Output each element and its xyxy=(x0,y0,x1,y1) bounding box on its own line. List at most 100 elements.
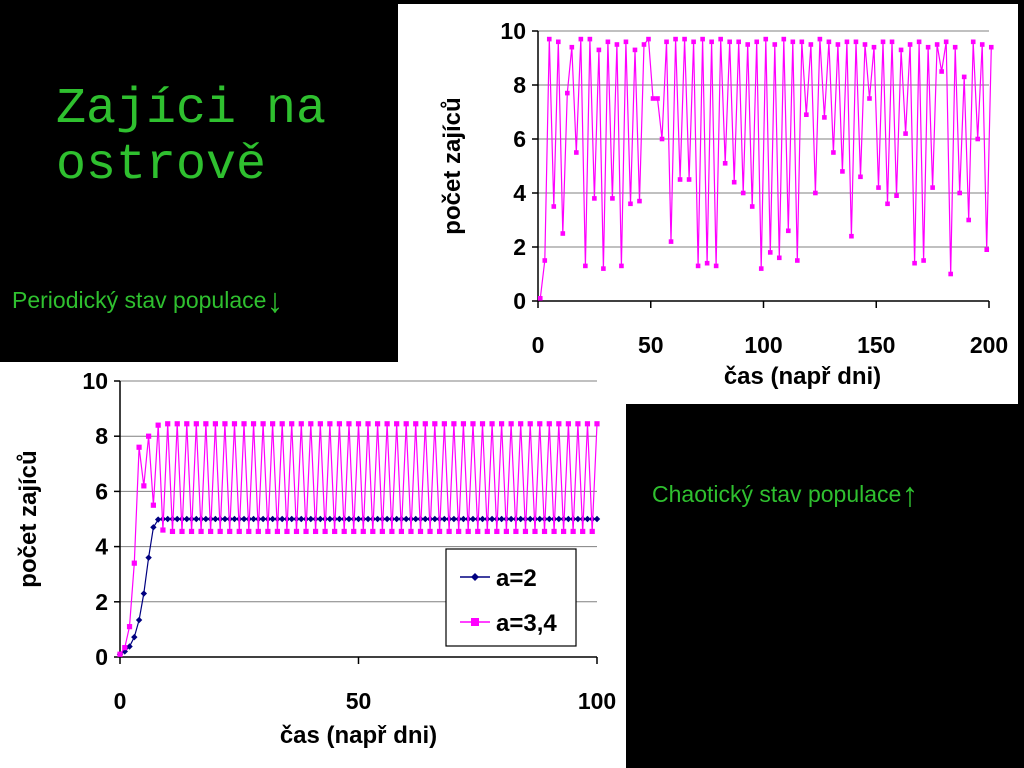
data-point xyxy=(346,421,352,427)
data-point xyxy=(312,528,319,535)
data-point xyxy=(594,421,600,427)
chart-panel-chaotic: 0 2 4 6 8 10 0 50 100 150 200 čas (např dni) počet z… xyxy=(398,4,1018,404)
data-point xyxy=(327,421,333,427)
data-point xyxy=(709,39,714,45)
slide-title-line-2: ostrově xyxy=(56,137,267,194)
data-point xyxy=(542,258,548,263)
data-point xyxy=(894,193,899,198)
data-point xyxy=(484,528,490,535)
data-point xyxy=(164,515,171,523)
x-tick-label: 50 xyxy=(638,332,664,358)
data-point xyxy=(303,528,309,535)
data-point xyxy=(984,247,990,252)
data-point xyxy=(704,260,710,266)
data-point xyxy=(583,263,588,269)
data-point xyxy=(489,421,495,427)
data-point xyxy=(408,528,414,535)
data-point xyxy=(427,528,433,535)
y-tick-label: 10 xyxy=(82,368,108,394)
data-point xyxy=(912,260,917,266)
data-point xyxy=(561,528,567,535)
data-point xyxy=(431,515,439,523)
data-point xyxy=(858,174,863,180)
data-point xyxy=(574,515,582,523)
data-point xyxy=(637,198,642,204)
caption-chaotic: Chaotický stav populace↑ xyxy=(652,476,918,515)
data-point xyxy=(260,421,266,427)
data-point xyxy=(508,421,514,427)
data-point xyxy=(763,36,769,42)
data-point xyxy=(384,421,390,427)
data-point xyxy=(736,39,741,45)
y-tick-label: 10 xyxy=(500,18,526,44)
data-point xyxy=(966,217,972,223)
y-tick-label: 6 xyxy=(513,126,526,152)
data-point xyxy=(921,258,926,263)
data-point xyxy=(212,421,218,427)
data-point xyxy=(664,39,669,45)
data-point xyxy=(117,651,123,657)
data-point xyxy=(479,421,486,427)
data-point xyxy=(307,515,314,523)
data-point xyxy=(570,528,576,535)
data-point xyxy=(221,515,229,523)
data-point xyxy=(934,42,940,47)
data-point xyxy=(222,421,228,427)
data-point xyxy=(695,263,701,269)
legend-box xyxy=(445,548,577,647)
data-point xyxy=(546,421,552,427)
data-point xyxy=(786,228,791,234)
data-point xyxy=(450,515,458,523)
data-point xyxy=(355,515,362,523)
data-point xyxy=(650,96,656,101)
data-point xyxy=(456,528,462,535)
data-point xyxy=(278,515,286,523)
data-point xyxy=(898,47,904,53)
data-point xyxy=(417,528,424,535)
data-point xyxy=(596,47,602,53)
y-tick-label: 2 xyxy=(95,589,108,615)
data-point xyxy=(293,528,300,535)
data-point xyxy=(131,633,138,641)
data-point xyxy=(183,515,190,523)
data-point xyxy=(546,36,552,42)
data-point xyxy=(383,515,391,523)
data-point xyxy=(623,39,629,45)
data-point xyxy=(203,421,209,427)
data-point xyxy=(722,161,728,166)
data-point xyxy=(241,421,247,427)
data-point xyxy=(351,528,357,535)
data-point xyxy=(527,421,533,427)
data-point xyxy=(498,515,505,523)
data-point xyxy=(155,422,161,428)
legend-swatch-marker xyxy=(471,573,479,581)
data-point xyxy=(745,42,751,47)
data-point xyxy=(227,528,233,535)
data-point xyxy=(727,39,732,45)
slide-title: Zajíci na ostrově xyxy=(56,82,396,194)
data-point xyxy=(584,515,591,523)
data-point xyxy=(776,255,782,261)
data-point xyxy=(460,421,467,427)
data-point xyxy=(202,515,210,523)
data-point xyxy=(541,528,548,535)
data-point xyxy=(413,421,419,427)
data-point xyxy=(754,39,760,45)
y-tick-label: 8 xyxy=(95,423,108,449)
data-point xyxy=(174,421,180,427)
data-point xyxy=(217,528,223,535)
data-point xyxy=(150,502,156,508)
data-point xyxy=(532,528,538,535)
data-point xyxy=(781,36,787,42)
data-point xyxy=(673,36,678,42)
data-point xyxy=(871,44,877,50)
data-point xyxy=(398,528,405,535)
data-point xyxy=(131,560,137,566)
data-point xyxy=(499,421,505,427)
data-point xyxy=(551,528,557,535)
y-tick-label: 0 xyxy=(95,644,108,670)
data-point xyxy=(632,47,638,53)
data-point xyxy=(518,421,524,427)
data-point xyxy=(799,39,805,45)
